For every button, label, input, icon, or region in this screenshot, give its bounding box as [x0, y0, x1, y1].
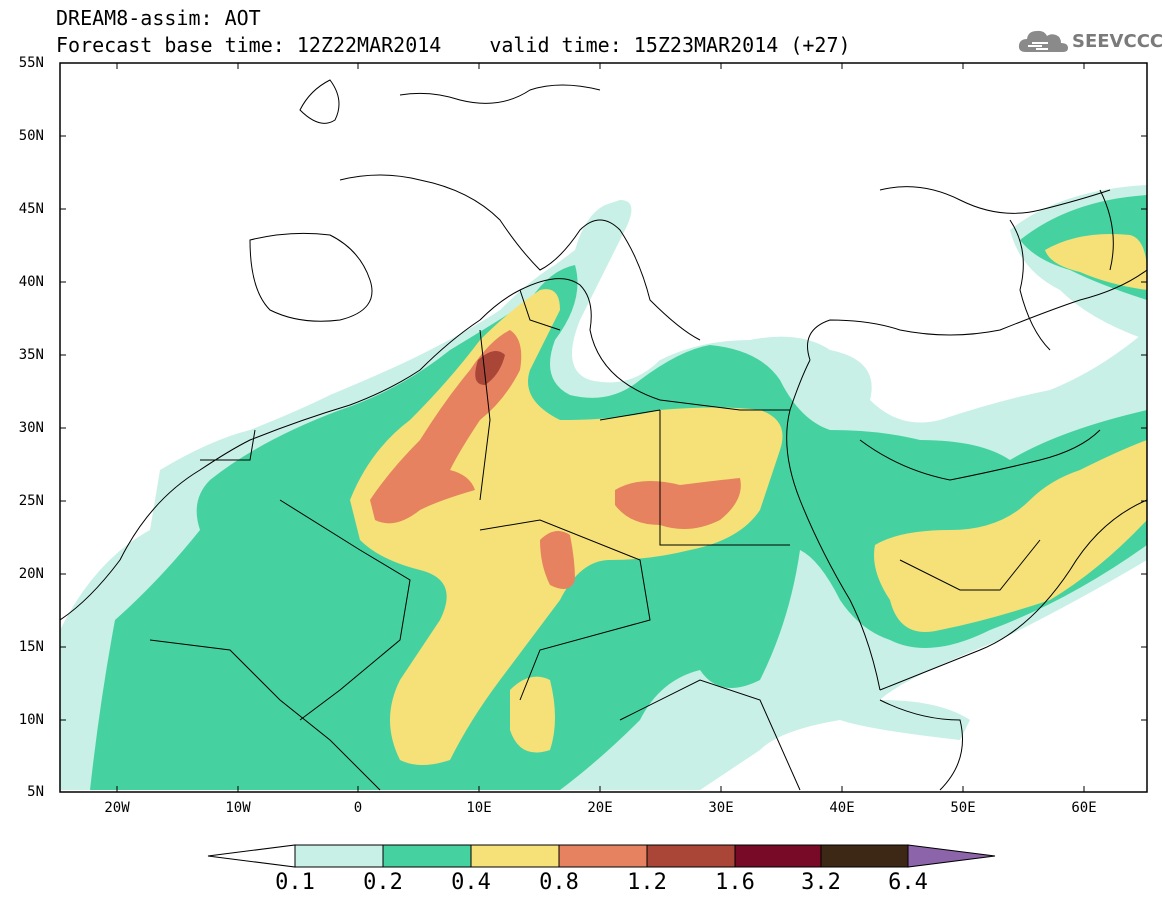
colorbar-swatch-1.6: [734, 844, 822, 868]
lat-label-15n: 15N: [18, 639, 44, 655]
colorbar-swatch-0.2: [382, 844, 472, 868]
colorbar-label-1.2: 1.2: [627, 870, 667, 895]
forecast-time-line: Forecast base time: 12Z22MAR2014 valid ti…: [56, 35, 851, 55]
lat-label-25n: 25N: [18, 493, 44, 509]
lon-label-60e: 60E: [1071, 800, 1097, 816]
colorbar-over-arrow: [907, 844, 996, 868]
aot-band-yellow-arabia: [874, 440, 1147, 632]
aot-band-orange-chad: [540, 531, 575, 589]
colorbar-under-arrow: [207, 844, 296, 868]
axis-ticks: [60, 62, 1147, 792]
aot-band-orange-egypt: [615, 478, 741, 529]
lon-label-10e: 10E: [466, 800, 492, 816]
lon-label-40e: 40E: [829, 800, 855, 816]
lat-label-40n: 40N: [18, 274, 44, 290]
colorbar-swatch-0.1: [294, 844, 384, 868]
lon-label-0: 0: [353, 800, 363, 816]
colorbar-swatch-1.2: [646, 844, 736, 868]
colorbar-label-0.4: 0.4: [451, 870, 491, 895]
lon-label-30e: 30E: [708, 800, 734, 816]
colorbar-swatch-0.8: [558, 844, 648, 868]
colorbar-swatch-0.4: [470, 844, 560, 868]
valid-time-text: valid time: 15Z23MAR2014 (+27): [489, 33, 851, 57]
lat-label-20n: 20N: [18, 566, 44, 582]
lat-label-10n: 10N: [18, 712, 44, 728]
colorbar-label-0.8: 0.8: [539, 870, 579, 895]
colorbar-label-0.2: 0.2: [363, 870, 403, 895]
aot-band-yellow-caspian: [1045, 234, 1147, 290]
colorbar: [207, 844, 996, 868]
base-time-text: Forecast base time: 12Z22MAR2014: [56, 33, 442, 57]
aot-band-yellow-central: [510, 676, 555, 753]
colorbar-label-0.1: 0.1: [275, 870, 315, 895]
coastlines: [60, 79, 1147, 791]
lat-label-30n: 30N: [18, 420, 44, 436]
lon-label-20e: 20E: [587, 800, 613, 816]
seevccc-logo: SEEVCCC: [1018, 26, 1163, 56]
logo-text: SEEVCCC: [1072, 30, 1164, 52]
lat-label-55n: 55N: [18, 55, 44, 71]
aot-field: [60, 185, 1147, 790]
lat-label-50n: 50N: [18, 128, 44, 144]
lat-label-45n: 45N: [18, 201, 44, 217]
cloud-icon: [1018, 30, 1068, 52]
colorbar-label-3.2: 3.2: [801, 870, 841, 895]
colorbar-label-6.4: 6.4: [888, 870, 928, 895]
lat-label-35n: 35N: [18, 347, 44, 363]
colorbar-swatch-3.2: [820, 844, 909, 868]
aot-band-darkred: [475, 351, 505, 385]
map-title: DREAM8-assim: AOT: [56, 6, 261, 30]
lon-label-50e: 50E: [950, 800, 976, 816]
lon-label-10w: 10W: [225, 800, 251, 816]
lat-label-5n: 5N: [27, 784, 44, 800]
lon-label-20w: 20W: [104, 800, 130, 816]
colorbar-label-1.6: 1.6: [715, 870, 755, 895]
